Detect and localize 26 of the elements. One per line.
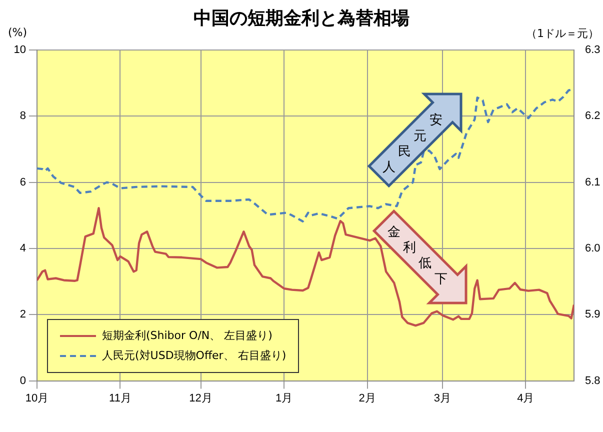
- y-tick-label: 6: [20, 176, 26, 188]
- x-tick-label: 1月: [275, 392, 293, 404]
- y-tick-label: 10: [14, 44, 26, 56]
- chart-title: 中国の短期金利と為替相場: [194, 8, 410, 29]
- x-tick-label: 3月: [434, 392, 451, 404]
- legend-label: 人民元(対USD現物Offer、 右目盛り): [102, 348, 286, 364]
- y2-tick-label: 5.9: [585, 308, 600, 321]
- y-tick-label: 2: [20, 308, 26, 321]
- y2-tick-label: 6.0: [585, 242, 600, 255]
- y2-tick-label: 6.1: [585, 176, 600, 188]
- x-tick-label: 10月: [25, 392, 49, 404]
- y2-tick-label: 6.3: [585, 44, 600, 56]
- y-tick-label: 0: [20, 374, 26, 387]
- y2-tick-label: 5.8: [585, 374, 600, 387]
- x-tick-label: 2月: [358, 392, 376, 404]
- y2-axis-title: （1ドル＝元）: [526, 26, 599, 41]
- y-tick-label: 8: [20, 110, 26, 122]
- annotation: 金利低下: [387, 224, 448, 287]
- y-axis-title: (%): [8, 26, 28, 39]
- annotation: 人民元安: [382, 112, 442, 176]
- legend-label: 短期金利(Shibor O/N、 左目盛り): [102, 328, 272, 344]
- x-tick-label: 4月: [517, 392, 534, 404]
- x-tick-label: 12月: [189, 392, 212, 404]
- x-tick-label: 11月: [109, 392, 132, 404]
- y-tick-label: 4: [20, 242, 26, 255]
- y2-tick-label: 6.2: [585, 110, 600, 122]
